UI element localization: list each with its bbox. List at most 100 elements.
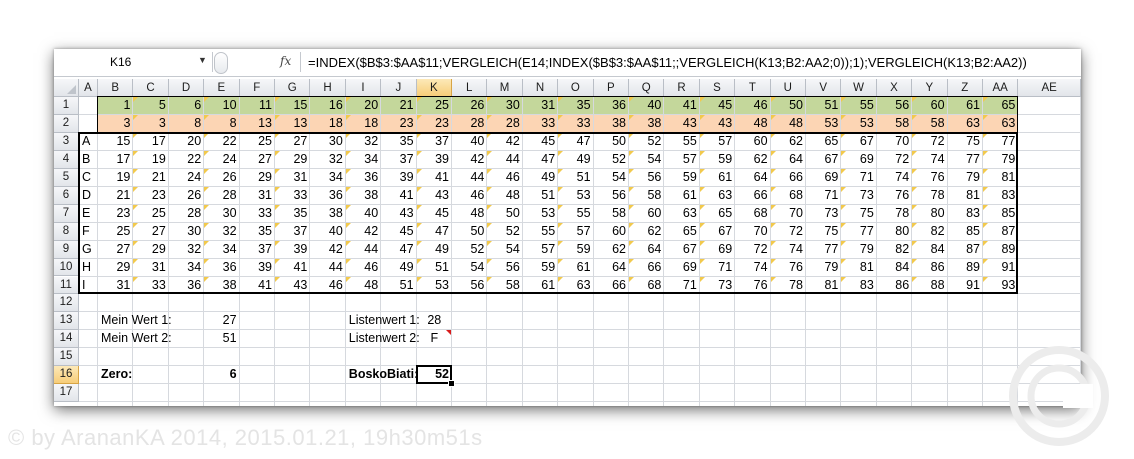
table-cell[interactable]: 81 [1001, 169, 1016, 184]
table-cell[interactable]: 55 [541, 223, 556, 238]
table-cell[interactable]: 50 [505, 205, 520, 220]
column-header-N[interactable]: N [522, 79, 559, 97]
cell-row2[interactable]: 23 [399, 115, 414, 130]
column-header-V[interactable]: V [806, 79, 842, 97]
table-cell[interactable]: 41 [258, 277, 272, 292]
cell-row1[interactable]: 1 [123, 98, 131, 112]
table-cell[interactable]: 21 [151, 169, 166, 184]
cell-row1[interactable]: 41 [682, 98, 697, 112]
table-cell[interactable]: 72 [895, 151, 910, 166]
table-cell[interactable]: 49 [399, 259, 414, 274]
row-header-13[interactable]: 13 [54, 312, 79, 331]
table-cell[interactable]: 37 [293, 223, 308, 238]
table-cell[interactable]: 33 [293, 187, 308, 202]
table-cell[interactable]: 36 [222, 259, 237, 274]
table-cell[interactable]: 84 [895, 259, 910, 274]
cell-row2[interactable]: 18 [328, 115, 343, 130]
row-label-cell[interactable]: B [82, 151, 91, 166]
column-header-T[interactable]: T [735, 79, 771, 97]
column-header-W[interactable]: W [841, 79, 877, 97]
table-cell[interactable]: 79 [1001, 151, 1016, 166]
table-cell[interactable]: 79 [966, 169, 980, 184]
table-cell[interactable]: 48 [470, 205, 485, 220]
cell-row2[interactable]: 13 [258, 115, 272, 130]
cell-row1[interactable]: 21 [399, 98, 414, 112]
table-cell[interactable]: 80 [930, 205, 945, 220]
table-cell[interactable]: 85 [1001, 205, 1016, 220]
table-cell[interactable]: 58 [647, 187, 662, 202]
table-cell[interactable]: 61 [718, 169, 733, 184]
zero-value[interactable]: 6 [229, 367, 237, 382]
table-cell[interactable]: 57 [718, 133, 733, 148]
table-cell[interactable]: 37 [399, 151, 414, 166]
cell-row2[interactable]: 33 [576, 115, 591, 130]
cell-row1[interactable]: 50 [789, 98, 803, 112]
table-cell[interactable]: 66 [789, 169, 803, 184]
table-cell[interactable]: 50 [612, 133, 626, 148]
table-cell[interactable]: 69 [718, 241, 733, 256]
table-cell[interactable]: 32 [364, 133, 379, 148]
listenwert-1-label[interactable]: Listenwert 1: [348, 313, 420, 328]
cell-row1[interactable]: 10 [222, 98, 237, 112]
cell-row1[interactable]: 36 [612, 98, 626, 112]
table-cell[interactable]: 25 [258, 133, 272, 148]
table-cell[interactable]: 51 [435, 259, 449, 274]
table-cell[interactable]: 30 [187, 223, 202, 238]
table-cell[interactable]: 42 [328, 241, 343, 256]
table-cell[interactable]: 33 [151, 277, 166, 292]
table-cell[interactable]: 75 [859, 205, 874, 220]
table-cell[interactable]: 52 [470, 241, 485, 256]
table-cell[interactable]: 75 [966, 133, 980, 148]
table-cell[interactable]: 47 [576, 133, 591, 148]
cell-row1[interactable]: 30 [505, 98, 520, 112]
cell-row1[interactable]: 40 [647, 98, 662, 112]
cell-row2[interactable]: 23 [435, 115, 449, 130]
cell-row2[interactable]: 28 [470, 115, 485, 130]
cell-row1[interactable]: 35 [576, 98, 591, 112]
table-cell[interactable]: 38 [222, 277, 237, 292]
table-cell[interactable]: 57 [541, 241, 556, 256]
selected-cell-outline[interactable] [415, 365, 452, 385]
table-cell[interactable]: 59 [718, 151, 733, 166]
table-cell[interactable]: 57 [682, 151, 697, 166]
table-cell[interactable]: 78 [895, 205, 910, 220]
cell-row2[interactable]: 53 [859, 115, 874, 130]
table-cell[interactable]: 40 [470, 133, 485, 148]
table-cell[interactable]: 25 [116, 223, 131, 238]
table-cell[interactable]: 44 [505, 151, 520, 166]
table-cell[interactable]: 63 [718, 187, 733, 202]
table-cell[interactable]: 50 [470, 223, 485, 238]
column-header-J[interactable]: J [381, 79, 417, 97]
table-cell[interactable]: 29 [258, 169, 272, 184]
table-cell[interactable]: 44 [470, 169, 485, 184]
table-cell[interactable]: 43 [399, 205, 414, 220]
table-cell[interactable]: 70 [753, 223, 768, 238]
table-cell[interactable]: 15 [116, 133, 131, 148]
table-cell[interactable]: 36 [187, 277, 202, 292]
cell-row2[interactable]: 53 [824, 115, 839, 130]
table-cell[interactable]: 52 [505, 223, 520, 238]
table-cell[interactable]: 71 [682, 277, 697, 292]
table-cell[interactable]: 53 [576, 187, 591, 202]
table-cell[interactable]: 73 [824, 205, 839, 220]
table-cell[interactable]: 49 [541, 169, 556, 184]
table-cell[interactable]: 59 [576, 241, 591, 256]
table-cell[interactable]: 39 [399, 169, 414, 184]
column-header-D[interactable]: D [168, 79, 205, 97]
table-cell[interactable]: 62 [789, 133, 803, 148]
table-cell[interactable]: 63 [576, 277, 591, 292]
table-cell[interactable]: 37 [435, 133, 449, 148]
column-header-L[interactable]: L [452, 79, 488, 97]
table-cell[interactable]: 74 [789, 241, 803, 256]
table-cell[interactable]: 63 [682, 205, 697, 220]
table-cell[interactable]: 21 [116, 187, 131, 202]
column-header-I[interactable]: I [345, 79, 382, 97]
listenwert-2-value[interactable]: F [430, 331, 439, 346]
cell-row1[interactable]: 56 [895, 98, 910, 112]
row-header-7[interactable]: 7 [54, 204, 79, 223]
table-cell[interactable]: 58 [612, 205, 626, 220]
cell-row1[interactable]: 51 [824, 98, 839, 112]
table-cell[interactable]: 71 [824, 187, 839, 202]
table-cell[interactable]: 82 [895, 241, 910, 256]
table-cell[interactable]: 74 [895, 169, 910, 184]
